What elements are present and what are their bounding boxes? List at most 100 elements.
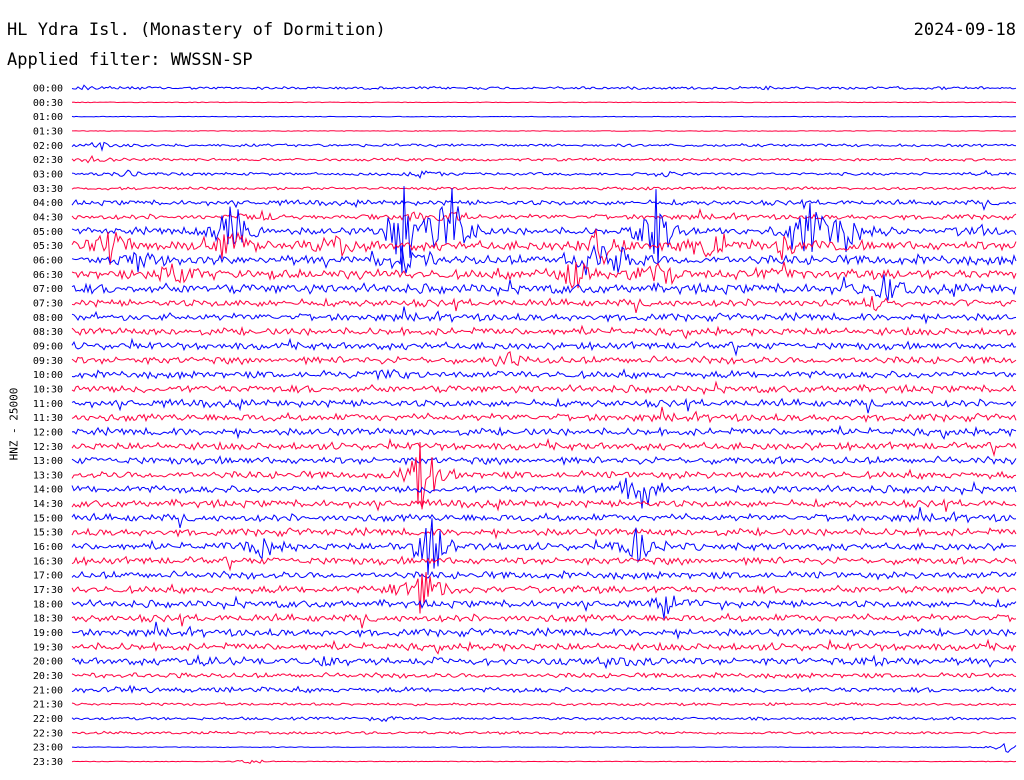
trace-label: 09:00 <box>33 341 63 352</box>
trace-label: 15:30 <box>33 528 63 539</box>
seismic-trace <box>71 654 1017 670</box>
seismic-trace <box>71 274 1017 301</box>
trace-label: 06:00 <box>33 255 63 266</box>
trace-label: 16:00 <box>33 542 63 553</box>
trace-label: 21:30 <box>33 700 63 711</box>
trace-label: 17:30 <box>33 585 63 596</box>
seismic-trace <box>71 477 1017 509</box>
seismic-trace <box>71 671 1017 680</box>
seismic-trace <box>71 261 1017 289</box>
trace-label: 04:30 <box>33 212 63 223</box>
trace-label: 17:00 <box>33 571 63 582</box>
trace-label: 04:00 <box>33 198 63 209</box>
trace-label: 18:00 <box>33 599 63 610</box>
seismic-trace <box>71 368 1017 381</box>
seismic-trace <box>71 730 1017 735</box>
seismic-trace <box>71 296 1017 314</box>
seismic-trace <box>71 437 1017 457</box>
seismic-trace <box>71 186 1017 274</box>
seismic-trace <box>71 715 1017 723</box>
seismic-trace <box>71 198 1017 211</box>
trace-label: 08:30 <box>33 327 63 338</box>
trace-label: 07:30 <box>33 298 63 309</box>
trace-label: 10:00 <box>33 370 63 381</box>
trace-label: 10:30 <box>33 384 63 395</box>
seismic-trace <box>71 612 1017 629</box>
trace-label: 05:30 <box>33 241 63 252</box>
trace-label: 22:00 <box>33 714 63 725</box>
seismic-trace <box>71 518 1017 575</box>
trace-label: 23:00 <box>33 743 63 754</box>
seismic-trace <box>71 507 1017 529</box>
seismic-trace <box>71 380 1017 396</box>
trace-label: 01:30 <box>33 126 63 137</box>
trace-label: 11:00 <box>33 399 63 410</box>
trace-label: 13:30 <box>33 470 63 481</box>
trace-label: 14:00 <box>33 485 63 496</box>
seismic-trace <box>71 185 1017 191</box>
seismic-trace <box>71 424 1017 440</box>
trace-label: 03:00 <box>33 169 63 180</box>
seismic-trace <box>71 595 1017 619</box>
seismic-trace <box>71 526 1017 540</box>
seismic-trace <box>71 84 1017 91</box>
seismic-trace <box>71 572 1017 614</box>
seismic-trace <box>71 154 1017 164</box>
seismic-trace <box>71 228 1017 266</box>
seismic-trace <box>71 141 1017 152</box>
seismic-traces <box>71 84 1017 765</box>
seismic-trace <box>71 397 1017 414</box>
trace-label: 01:00 <box>33 112 63 123</box>
trace-label: 18:30 <box>33 614 63 625</box>
trace-label: 19:00 <box>33 628 63 639</box>
trace-label: 07:00 <box>33 284 63 295</box>
seismic-trace <box>71 406 1017 424</box>
trace-label: 14:30 <box>33 499 63 510</box>
seismic-trace <box>71 497 1017 512</box>
seismic-trace <box>71 455 1017 466</box>
seismic-trace <box>71 350 1017 368</box>
trace-label: 05:00 <box>33 227 63 238</box>
seismic-trace <box>71 207 1017 223</box>
seismic-trace <box>71 702 1017 707</box>
seismic-trace <box>71 742 1017 753</box>
seismic-trace <box>71 638 1017 655</box>
seismic-trace <box>72 130 1017 132</box>
trace-label: 20:00 <box>33 657 63 668</box>
seismic-trace <box>71 337 1017 357</box>
seismic-trace <box>71 570 1017 581</box>
trace-labels: 00:00 00:30 01:00 01:30 02:00 02:30 03:00 03:30… <box>33 84 63 769</box>
trace-label: 06:30 <box>33 270 63 281</box>
seismic-trace <box>71 115 1017 118</box>
trace-label: 00:30 <box>33 98 63 109</box>
seismic-trace <box>71 244 1017 276</box>
trace-label: 22:30 <box>33 728 63 739</box>
trace-label: 08:00 <box>33 313 63 324</box>
trace-label: 03:30 <box>33 184 63 195</box>
trace-label: 20:30 <box>33 671 63 682</box>
trace-label: 13:00 <box>33 456 63 467</box>
seismic-trace <box>71 555 1017 572</box>
seismic-trace <box>71 442 1017 510</box>
trace-label: 11:30 <box>33 413 63 424</box>
trace-label: 21:00 <box>33 685 63 696</box>
seismic-trace <box>71 306 1017 325</box>
trace-label: 00:00 <box>33 84 63 95</box>
filter-label: Applied filter: WWSSN-SP <box>7 50 253 70</box>
trace-label: 19:30 <box>33 642 63 653</box>
trace-label: 12:00 <box>33 427 63 438</box>
trace-label: 23:30 <box>33 757 63 768</box>
trace-label: 02:00 <box>33 141 63 152</box>
trace-label: 12:30 <box>33 442 63 453</box>
plot-date: 2024-09-18 <box>913 20 1016 40</box>
seismic-trace <box>71 101 1017 104</box>
seismic-trace <box>71 621 1017 640</box>
seismic-trace <box>71 759 1017 765</box>
trace-label: 15:00 <box>33 513 63 524</box>
seismic-trace <box>71 324 1017 340</box>
seismic-trace <box>71 684 1017 694</box>
station-title: HL Ydra Isl. (Monastery of Dormition) <box>7 20 386 40</box>
trace-label: 09:30 <box>33 356 63 367</box>
seismic-trace <box>71 169 1017 179</box>
